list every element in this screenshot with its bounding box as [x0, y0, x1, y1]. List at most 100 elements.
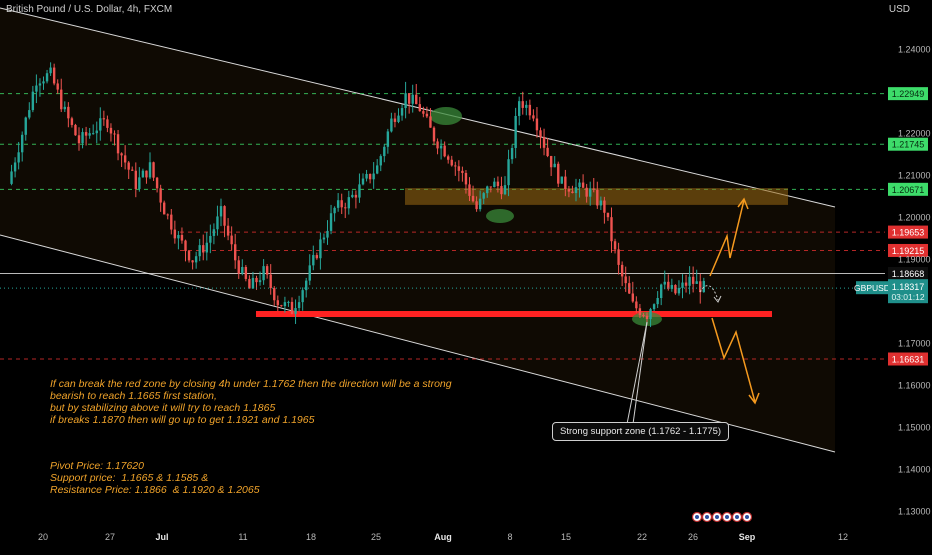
candle-body [415, 94, 418, 105]
support-zone-callout[interactable]: Strong support zone (1.1762 - 1.1775) [552, 422, 730, 441]
candle-body [163, 202, 166, 215]
candle-body [24, 117, 27, 135]
x-tick-label: 18 [306, 532, 316, 542]
candle-body [173, 229, 177, 239]
candle-body [60, 89, 63, 110]
event-flag-dot [695, 515, 699, 519]
callout-pointer [632, 321, 648, 425]
key-levels-text: Pivot Price: 1.17620 Support price: 1.16… [50, 460, 260, 496]
x-tick-label: 22 [637, 532, 647, 542]
y-tick-label: 1.20000 [898, 213, 931, 223]
candle-body [198, 245, 201, 257]
last-price-label: 1.18317 [892, 282, 925, 292]
candle-body [635, 301, 638, 309]
candle-body [432, 127, 436, 142]
candle-body [56, 83, 59, 90]
price-level-badge [888, 243, 928, 257]
candle-body [216, 216, 219, 230]
x-tick-label: 20 [38, 532, 48, 542]
candle-body [471, 195, 475, 202]
candle-body [202, 245, 205, 253]
candle-body [500, 186, 503, 195]
candle-body [652, 304, 656, 310]
candle-body [305, 280, 308, 291]
candle-body [17, 152, 20, 163]
candle-body [283, 302, 287, 307]
candle-body [567, 188, 571, 192]
candle-body [248, 278, 251, 289]
candle-body [361, 178, 365, 185]
candle-body [127, 162, 130, 170]
candle-body [28, 110, 31, 118]
candle-body [31, 91, 35, 111]
candle-body [450, 159, 453, 166]
candle-body [212, 229, 216, 236]
price-level-badge [888, 266, 928, 280]
candle-body [155, 177, 159, 189]
candle-body [691, 276, 695, 284]
candle-body [542, 137, 546, 148]
price-level-badge [888, 352, 928, 366]
candle-body [581, 182, 585, 188]
candle-body [553, 163, 556, 168]
event-flag-dot [705, 515, 709, 519]
candle-body [191, 260, 194, 263]
candle-body [273, 288, 276, 301]
candle-body [589, 188, 592, 197]
candle-body [322, 237, 326, 240]
x-tick-label: 12 [838, 532, 848, 542]
candle-body [145, 170, 148, 178]
candle-body [351, 194, 354, 198]
candle-body [439, 145, 443, 149]
candle-body [539, 130, 542, 138]
candle-body [631, 293, 634, 302]
candle-body [457, 166, 461, 171]
candle-body [67, 106, 70, 119]
candle-body [407, 93, 411, 104]
candle-body [610, 217, 613, 242]
candle-body [234, 244, 237, 261]
price-level-label: 1.21745 [892, 140, 925, 150]
candle-body [10, 171, 13, 184]
price-level-label: 1.19653 [892, 228, 925, 238]
y-tick-label: 1.21000 [898, 171, 931, 181]
candle-body [681, 282, 684, 288]
candles-group [10, 62, 705, 328]
y-tick-label: 1.16000 [898, 381, 931, 391]
candle-body [358, 184, 361, 198]
candle-body [333, 207, 336, 214]
y-tick-label: 1.19000 [898, 255, 931, 265]
x-tick-label: 15 [561, 532, 571, 542]
candle-body [251, 277, 255, 289]
candle-body [219, 206, 223, 217]
candle-body [464, 172, 468, 185]
candle-body [38, 83, 42, 86]
channel-group [0, 7, 836, 453]
candle-body [518, 101, 521, 116]
candle-body [454, 165, 457, 167]
x-tick-label: Sep [739, 532, 756, 542]
bullish-arrowhead [737, 197, 749, 210]
candle-body [177, 234, 180, 239]
axis-group: 1.24000 1.22000 1.21000 1.20000 1.19000 1.170… [38, 45, 931, 543]
channel-upper-line [0, 7, 836, 208]
x-tick-label: 27 [105, 532, 115, 542]
candle-body [571, 191, 574, 194]
bearish-projection-arrow [711, 317, 756, 403]
candle-body [418, 104, 421, 112]
candle-body [81, 132, 84, 144]
key-level-line: Pivot Price: 1.17620 [50, 460, 144, 472]
candle-body [92, 133, 95, 135]
candle-body [656, 298, 659, 305]
candle-body [74, 124, 77, 136]
candle-body [546, 147, 549, 157]
bearish-arrowhead [748, 392, 760, 405]
candle-body [638, 308, 642, 316]
candle-body [596, 189, 599, 206]
price-level-label: 1.18668 [892, 269, 925, 279]
candle-body [138, 177, 141, 189]
candle-body [262, 266, 265, 281]
